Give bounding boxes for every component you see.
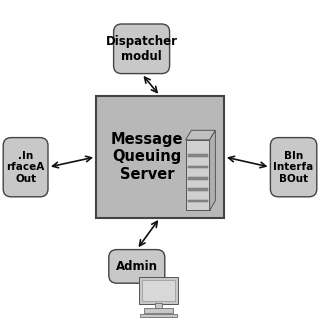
Bar <box>96 96 224 218</box>
Text: Admin: Admin <box>116 260 158 273</box>
Bar <box>139 277 178 304</box>
Polygon shape <box>186 130 215 140</box>
Bar <box>140 314 177 317</box>
FancyBboxPatch shape <box>109 250 165 283</box>
Text: Dispatcher
modul: Dispatcher modul <box>106 35 178 63</box>
Text: BIn
Interfa
BOut: BIn Interfa BOut <box>274 151 314 184</box>
Bar <box>188 166 208 168</box>
FancyBboxPatch shape <box>114 24 170 74</box>
Bar <box>142 280 175 301</box>
FancyBboxPatch shape <box>3 138 48 197</box>
Bar <box>155 303 162 309</box>
Bar <box>188 177 208 180</box>
Bar <box>188 154 208 157</box>
Bar <box>186 140 210 210</box>
Polygon shape <box>210 130 215 210</box>
Text: .In
rfaceA
Out: .In rfaceA Out <box>6 151 45 184</box>
Bar <box>188 200 208 202</box>
Bar <box>188 188 208 191</box>
Text: Message
Queuing
Server: Message Queuing Server <box>111 132 183 182</box>
FancyBboxPatch shape <box>270 138 317 197</box>
Bar <box>144 308 173 313</box>
